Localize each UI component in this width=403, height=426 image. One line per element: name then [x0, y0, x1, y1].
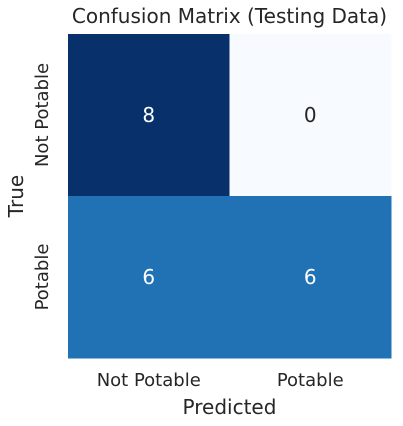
cell-value-label: 6: [142, 265, 155, 289]
y-tick-label: Potable: [32, 244, 53, 311]
cell-value-label: 0: [304, 103, 317, 127]
chart-title: Confusion Matrix (Testing Data): [71, 4, 388, 28]
y-tick-label: Not Potable: [32, 63, 53, 167]
cell-value-label: 8: [142, 103, 155, 127]
x-tick-label: Not Potable: [97, 370, 201, 391]
heatmap-cell-0-1: [229, 34, 392, 197]
x-tick-label: Potable: [277, 370, 344, 391]
x-axis-label: Predicted: [182, 395, 277, 419]
heatmap-cell-0-0: [68, 34, 230, 197]
cell-value-label: 6: [304, 265, 317, 289]
heatmap-cell-1-1: [229, 196, 392, 359]
heatmap-cell-1-0: [68, 196, 230, 359]
y-axis-label: True: [4, 174, 28, 218]
